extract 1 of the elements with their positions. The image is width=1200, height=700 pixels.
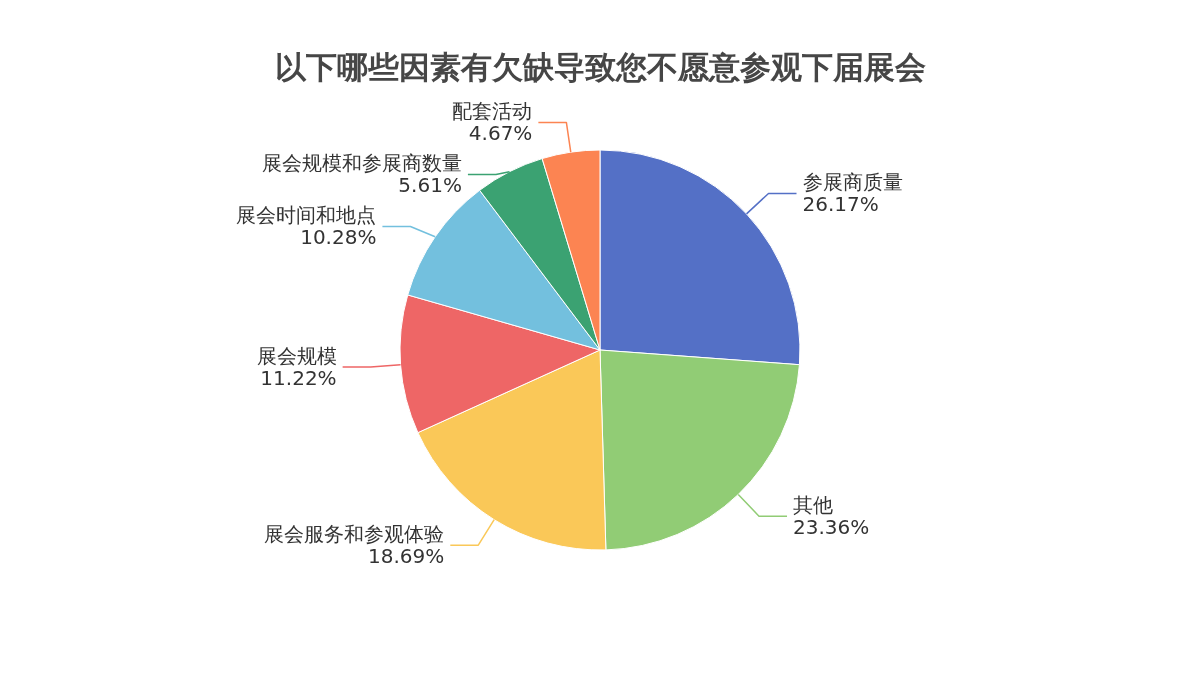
title: 以下哪些因素有欠缺导致您不愿意参观下届展会 [274,49,926,85]
